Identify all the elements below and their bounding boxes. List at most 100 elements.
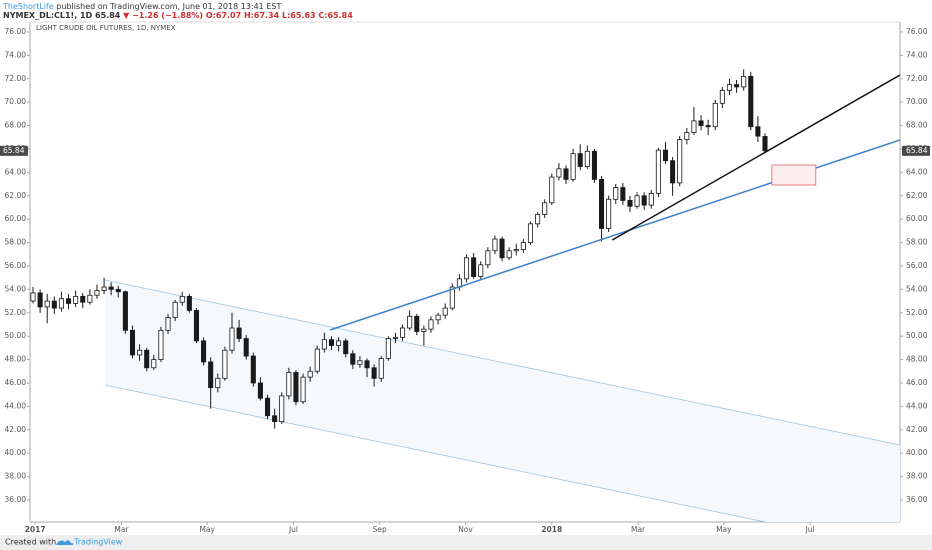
candle-body xyxy=(421,328,427,332)
y-tick-label: 56.00 xyxy=(5,261,27,270)
y-tick-label: 50.00 xyxy=(906,331,928,340)
candle-body xyxy=(229,327,235,351)
y-tick-label: 74.00 xyxy=(906,50,928,59)
x-tick-label: May xyxy=(199,525,215,534)
candle-body xyxy=(328,339,335,346)
candle-body xyxy=(385,338,391,359)
candle-body xyxy=(286,372,292,397)
channel-fill xyxy=(104,280,900,522)
x-tick-label: May xyxy=(716,525,732,534)
candle-body xyxy=(293,372,299,403)
x-tick-label: Nov xyxy=(458,525,473,534)
y-tick-label: 48.00 xyxy=(906,355,928,364)
x-tick-label: Mar xyxy=(631,525,646,534)
candle-body xyxy=(314,348,320,372)
y-tick-label: 64.00 xyxy=(5,167,27,176)
candle-body xyxy=(201,340,207,363)
y-tick-label: 58.00 xyxy=(906,238,928,247)
y-tick-label: 42.00 xyxy=(906,425,928,434)
candle-body xyxy=(215,377,221,389)
y-tick-label: 74.00 xyxy=(5,50,27,59)
last-price-label: 65.84 xyxy=(906,146,928,155)
candle-body xyxy=(527,223,534,243)
legend-line: NYMEX_DL:CL1!, 1D 65.84 ▼ −1.26 (−1.88%)… xyxy=(3,11,353,20)
candle-body xyxy=(300,376,306,403)
candle-body xyxy=(677,139,683,184)
y-tick-label: 76.00 xyxy=(906,27,928,36)
author[interactable]: TheShortLife xyxy=(2,2,54,11)
candle-body xyxy=(44,300,50,308)
candle-body xyxy=(73,295,79,304)
published: published on TradingView.com, June 01, 2… xyxy=(54,2,282,11)
plot-area xyxy=(30,69,900,522)
candle-body xyxy=(556,168,562,178)
candle-body xyxy=(698,120,704,126)
candle-body xyxy=(741,76,747,88)
candle-body xyxy=(563,168,569,180)
candle-body xyxy=(499,238,505,259)
candle-body xyxy=(620,187,626,201)
last-price-box xyxy=(902,145,930,156)
candle-body xyxy=(243,338,249,357)
candle-body xyxy=(321,339,327,350)
candle-body xyxy=(471,257,477,277)
candle-body xyxy=(734,84,740,88)
legend-ohlc: O:67.07 xyxy=(206,11,241,20)
candle-body xyxy=(80,295,86,303)
y-tick-label: 36.00 xyxy=(906,495,928,504)
candle-body xyxy=(115,288,121,293)
footer-brand[interactable]: TradingView xyxy=(73,538,123,547)
x-tick-label: 2018 xyxy=(541,525,562,534)
y-tick-label: 62.00 xyxy=(906,191,928,200)
trendline xyxy=(611,74,900,241)
candle-body xyxy=(264,397,271,417)
candle-body xyxy=(684,132,690,140)
candle-body xyxy=(712,102,718,128)
candle-body xyxy=(613,187,619,200)
y-tick-label: 46.00 xyxy=(5,378,27,387)
candle-body xyxy=(570,153,576,180)
candle-body xyxy=(648,193,654,206)
legend-change: ▼ −1.26 (−1.88%) xyxy=(123,11,203,20)
y-tick-label: 58.00 xyxy=(5,238,27,247)
candle-body xyxy=(577,153,583,167)
candle-body xyxy=(357,360,363,365)
candle-body xyxy=(151,359,157,369)
candle-body xyxy=(279,395,285,423)
candle-body xyxy=(87,294,93,303)
candle-body xyxy=(378,358,384,379)
candle-body xyxy=(520,242,526,250)
candle-body xyxy=(179,295,185,303)
last-price-box xyxy=(0,145,28,156)
candle-body xyxy=(364,360,370,369)
y-tick-label: 62.00 xyxy=(5,191,27,200)
candle-body xyxy=(108,286,114,290)
candle-body xyxy=(591,150,597,180)
candle-body xyxy=(748,76,754,128)
candle-body xyxy=(101,286,107,291)
y-tick-label: 38.00 xyxy=(5,472,27,481)
candle-body xyxy=(641,195,647,206)
legend-ohlc: L:65.63 xyxy=(282,11,316,20)
y-tick-label: 38.00 xyxy=(906,472,928,481)
candle-body xyxy=(542,202,548,215)
candle-body xyxy=(449,286,455,309)
candle-body xyxy=(51,300,57,309)
y-tick-label: 70.00 xyxy=(5,97,27,106)
footer-created: Created with xyxy=(5,538,56,547)
y-tick-label: 42.00 xyxy=(5,425,27,434)
candle-body xyxy=(762,136,768,152)
x-tick-label: Sep xyxy=(373,525,387,534)
y-tick-label: 44.00 xyxy=(5,401,27,410)
y-tick-label: 52.00 xyxy=(906,308,928,317)
y-tick-label: 44.00 xyxy=(906,401,928,410)
y-tick-label: 36.00 xyxy=(5,495,27,504)
legend-ohlc: C:65.84 xyxy=(318,11,353,20)
candle-body xyxy=(400,327,406,338)
candle-body xyxy=(37,292,43,308)
x-tick-label: Mar xyxy=(114,525,129,534)
candle-body xyxy=(492,238,498,252)
legend-price: 65.84 xyxy=(95,11,121,20)
y-tick-label: 52.00 xyxy=(5,308,27,317)
